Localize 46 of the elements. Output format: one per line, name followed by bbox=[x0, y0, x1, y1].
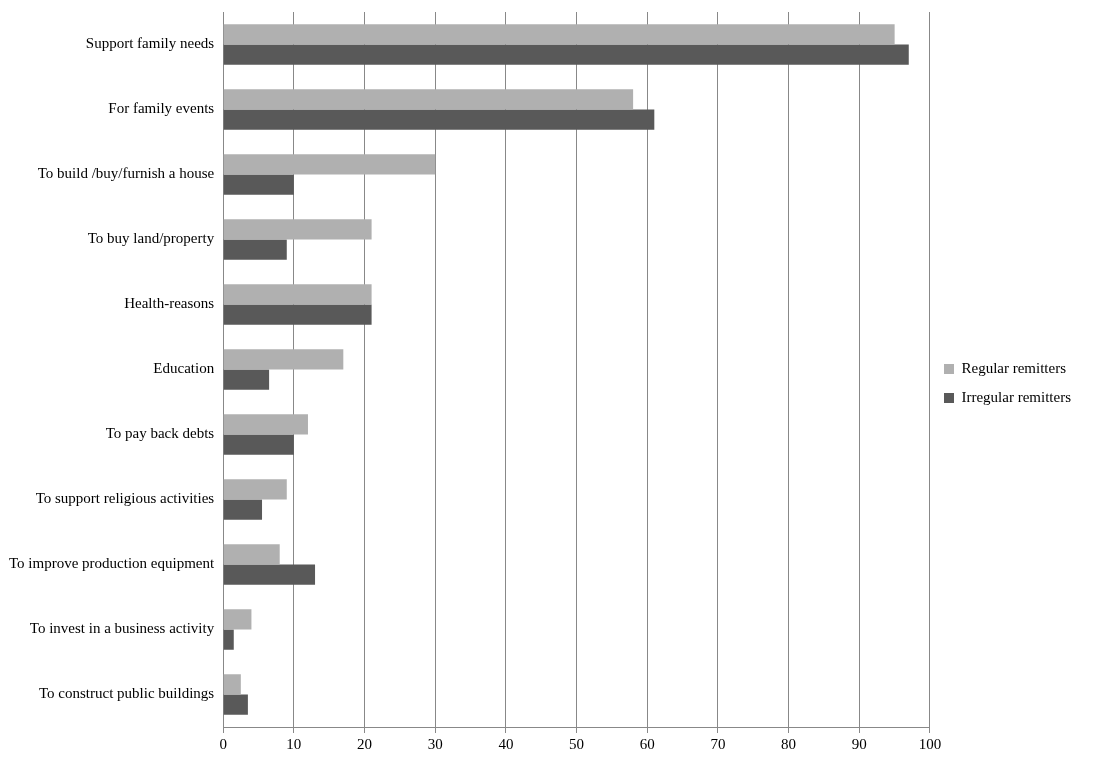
x-tick-label: 80 bbox=[781, 735, 797, 752]
bar bbox=[223, 154, 436, 175]
x-tick-label: 60 bbox=[639, 735, 655, 752]
bar bbox=[223, 564, 316, 585]
y-tick-label: To improve production equipment bbox=[8, 555, 215, 572]
y-tick-label: To pay back debts bbox=[105, 425, 215, 442]
bar bbox=[223, 674, 241, 695]
bar bbox=[223, 89, 634, 110]
bar bbox=[223, 544, 280, 565]
bar bbox=[223, 304, 372, 325]
legend-label: Regular remitters bbox=[961, 359, 1067, 376]
x-tick-label: 50 bbox=[569, 735, 585, 752]
x-tick-label: 20 bbox=[357, 735, 373, 752]
y-tick-label: To invest in a business activity bbox=[29, 620, 215, 637]
x-tick-label: 10 bbox=[286, 735, 302, 752]
x-tick-label: 30 bbox=[427, 735, 443, 752]
y-tick-label: For family events bbox=[108, 100, 215, 117]
x-tick-label: 90 bbox=[851, 735, 867, 752]
bar bbox=[223, 629, 234, 650]
bar bbox=[223, 44, 909, 65]
bar bbox=[223, 219, 372, 240]
y-tick-label: Education bbox=[153, 360, 215, 377]
bar bbox=[223, 109, 655, 130]
bar bbox=[223, 414, 308, 435]
y-tick-label: Health-reasons bbox=[124, 295, 215, 312]
x-tick-label: 40 bbox=[498, 735, 514, 752]
bar bbox=[223, 434, 294, 455]
bar bbox=[223, 609, 252, 630]
bar bbox=[223, 479, 287, 500]
y-tick-label: Support family needs bbox=[85, 35, 215, 52]
y-tick-label: To construct public buildings bbox=[38, 685, 215, 702]
y-tick-label: To support religious activities bbox=[35, 490, 215, 507]
x-tick-label: 0 bbox=[219, 735, 227, 752]
x-tick-label: 70 bbox=[710, 735, 726, 752]
bar bbox=[223, 369, 270, 390]
bar bbox=[223, 694, 248, 715]
legend-label: Irregular remitters bbox=[961, 388, 1072, 405]
bar bbox=[223, 24, 895, 45]
bar bbox=[223, 284, 372, 305]
bar bbox=[223, 174, 294, 195]
y-tick-label: To build /buy/furnish a house bbox=[37, 165, 215, 182]
x-tick-label: 100 bbox=[918, 735, 942, 752]
bar bbox=[223, 499, 263, 520]
bar bbox=[223, 349, 344, 370]
y-tick-label: To buy land/property bbox=[87, 230, 215, 247]
bar bbox=[223, 239, 287, 260]
